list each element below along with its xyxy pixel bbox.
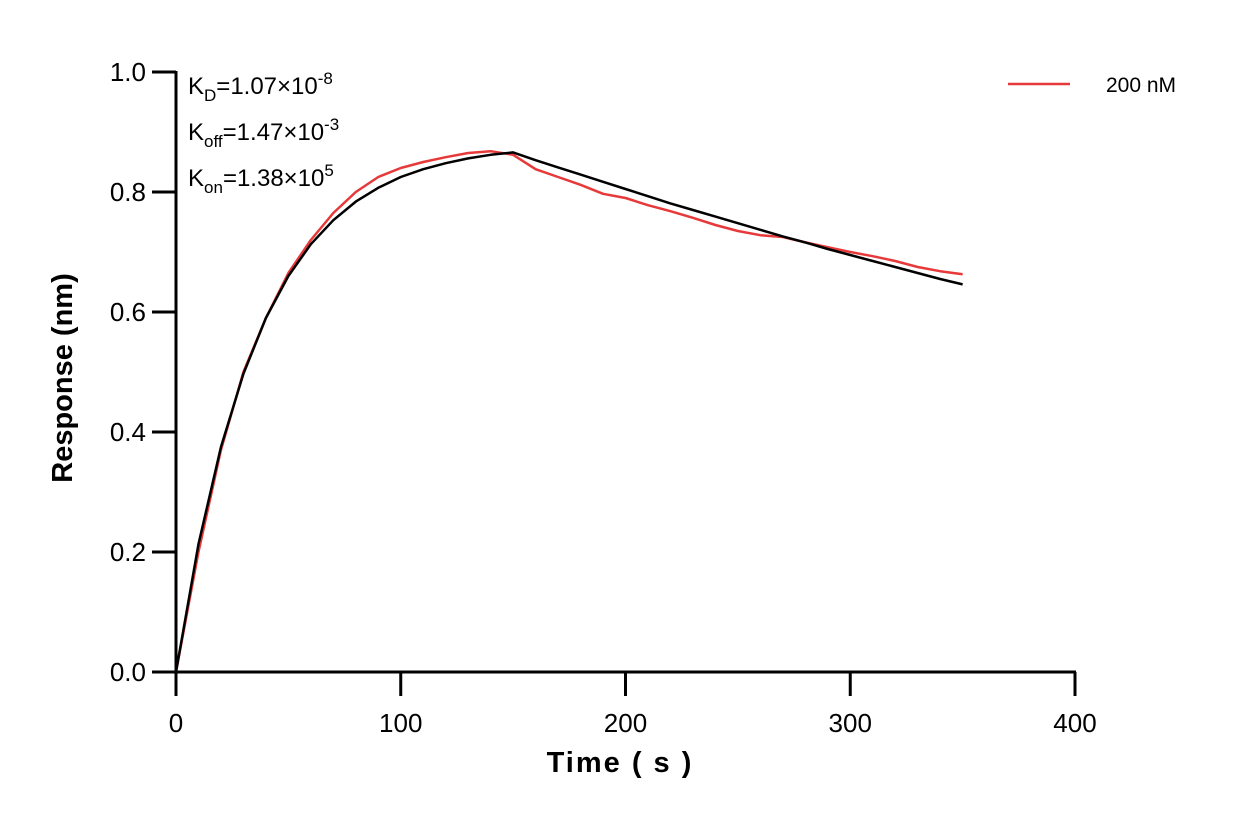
- annotation-symbol: K: [188, 119, 204, 146]
- y-tick-label: 0.4: [110, 417, 146, 447]
- annotation-symbol: K: [188, 73, 204, 100]
- annotation-exponent: -8: [318, 69, 333, 88]
- x-axis-title: Time ( s ): [547, 747, 694, 779]
- y-tick-label: 0.6: [110, 297, 146, 327]
- x-tick-label: 0: [169, 708, 183, 738]
- annotation: KD=1.07×10-8: [188, 69, 333, 105]
- annotation-text: =1.07×10: [216, 73, 317, 100]
- series-line: [174, 149, 963, 673]
- x-tick-label: 400: [1053, 708, 1096, 738]
- y-tick-label: 0.2: [110, 537, 146, 567]
- annotation: Kon=1.38×105: [188, 161, 334, 197]
- annotation-symbol: K: [188, 165, 204, 192]
- annotation-subscript: off: [204, 132, 223, 151]
- annotation-subscript: D: [204, 86, 216, 105]
- series-line: [174, 151, 963, 673]
- x-tick-label: 200: [604, 708, 647, 738]
- annotation-exponent: -3: [324, 115, 339, 134]
- annotation-text: =1.38×10: [223, 165, 324, 192]
- annotation-text: =1.47×10: [223, 119, 324, 146]
- y-tick-label: 0.8: [110, 177, 146, 207]
- x-tick-label: 300: [829, 708, 872, 738]
- y-axis-title: Response (nm): [47, 273, 79, 482]
- annotation: Koff=1.47×10-3: [188, 115, 339, 151]
- y-tick-label: 1.0: [110, 57, 146, 87]
- y-tick-label: 0.0: [110, 657, 146, 687]
- annotation-exponent: 5: [324, 161, 333, 180]
- legend-label: 200 nM: [1106, 74, 1176, 97]
- x-tick-label: 100: [379, 708, 422, 738]
- annotation-subscript: on: [204, 178, 223, 197]
